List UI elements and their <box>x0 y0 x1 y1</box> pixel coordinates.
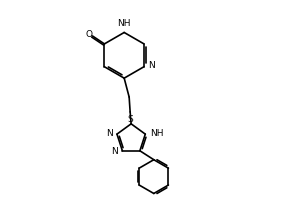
Text: N: N <box>111 147 118 156</box>
Text: NH: NH <box>150 129 163 138</box>
Text: S: S <box>127 115 133 124</box>
Text: N: N <box>148 61 155 70</box>
Text: N: N <box>106 129 112 138</box>
Text: O: O <box>85 30 92 39</box>
Text: NH: NH <box>117 19 131 28</box>
